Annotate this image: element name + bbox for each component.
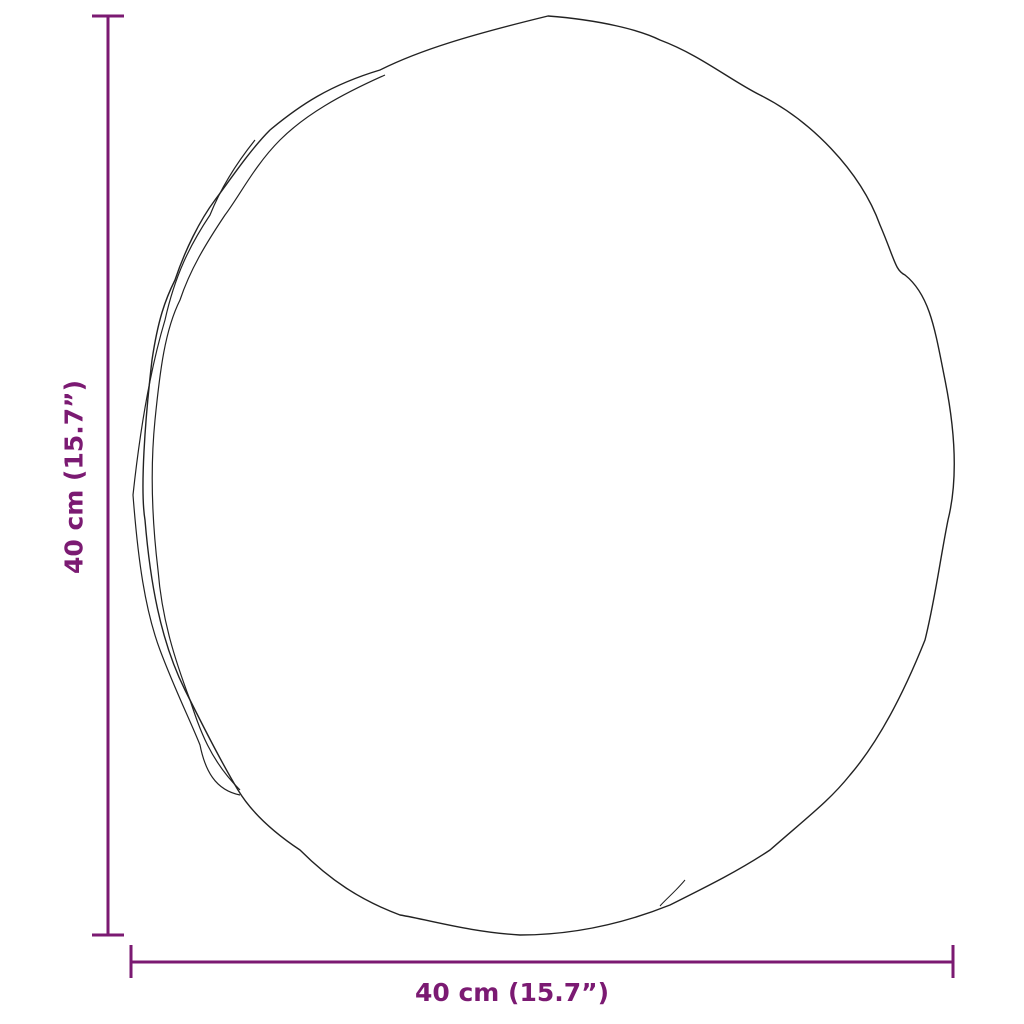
mirror-edge-left (132, 139, 256, 796)
width-dimension-line (129, 945, 955, 978)
mirror-outline (142, 15, 955, 936)
mirror-edge-inner (151, 74, 386, 791)
mirror-chip-mark (659, 879, 686, 907)
height-dimension-line (92, 14, 124, 937)
width-label: 40 cm (15.7”) (414, 978, 610, 1007)
height-label: 40 cm (15.7”) (59, 379, 89, 575)
